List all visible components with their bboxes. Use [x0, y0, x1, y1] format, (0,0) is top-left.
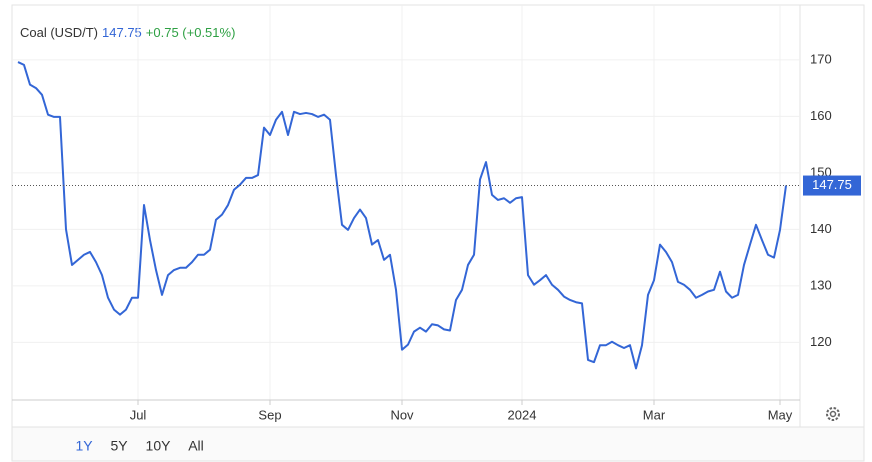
x-tick-label: Sep: [258, 407, 281, 422]
price-change: +0.75 (+0.51%): [146, 25, 236, 40]
range-bar: [11, 426, 865, 462]
price-line: [17, 61, 787, 370]
x-tick-label: 2024: [508, 407, 537, 422]
range-button[interactable]: 5Y: [110, 438, 128, 454]
gear-teeth: [826, 407, 840, 421]
last-price-tag-label: 147.75: [812, 177, 852, 192]
gear-hub: [829, 410, 837, 418]
y-tick-label: 130: [810, 277, 832, 292]
range-button[interactable]: All: [188, 438, 204, 454]
x-tick-label: May: [768, 407, 793, 422]
plot-frame: [11, 4, 865, 428]
settings-icon[interactable]: [826, 407, 840, 421]
last-price: 147.75: [102, 25, 142, 40]
y-tick-label: 160: [810, 108, 832, 123]
y-tick-label: 120: [810, 334, 832, 349]
y-tick-label: 170: [810, 51, 832, 66]
y-tick-label: 150: [810, 164, 832, 179]
range-button[interactable]: 10Y: [146, 438, 172, 454]
range-button[interactable]: 1Y: [75, 438, 93, 454]
title: Coal (USD/T): [20, 25, 98, 40]
x-tick-label: Jul: [130, 407, 147, 422]
y-tick-label: 140: [810, 221, 832, 236]
chart-title: Coal (USD/T) 147.75 +0.75 (+0.51%): [20, 25, 235, 40]
x-tick-label: Nov: [390, 407, 414, 422]
last-price-tag: [803, 175, 861, 196]
x-tick-label: Mar: [643, 407, 666, 422]
